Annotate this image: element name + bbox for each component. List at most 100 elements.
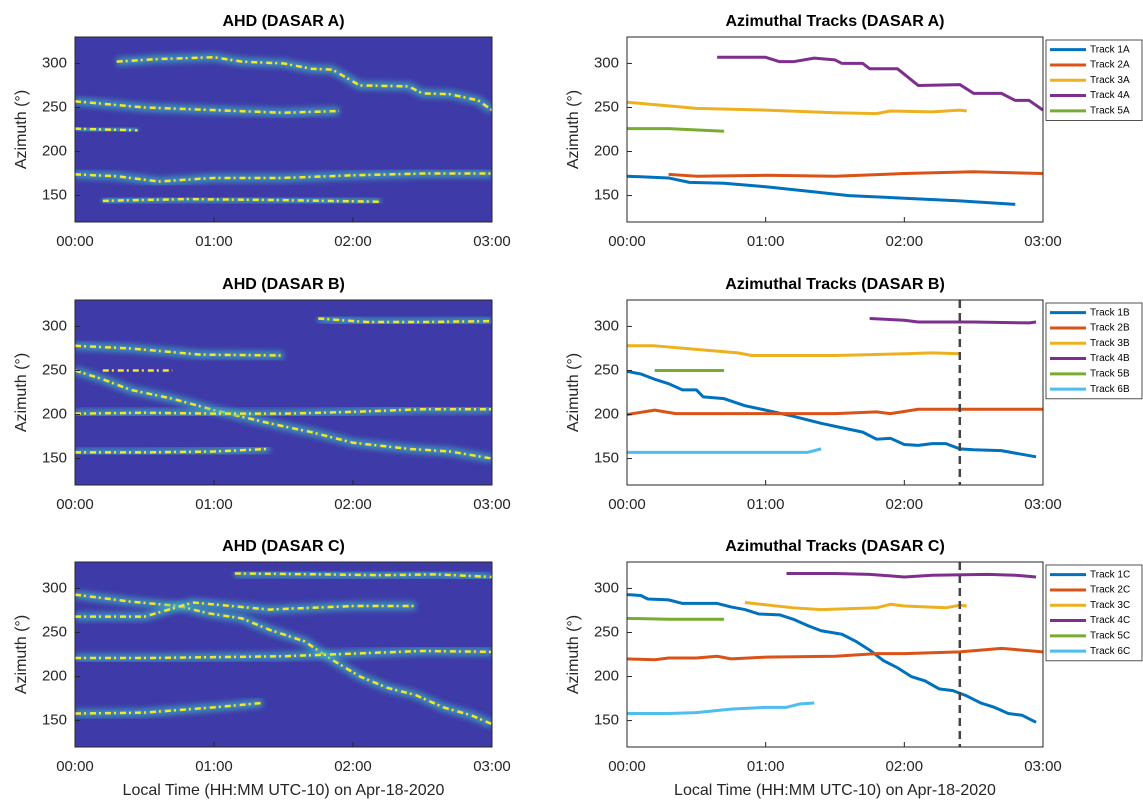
legend-label: Track 4C <box>1090 615 1130 626</box>
x-tick-label: 00:00 <box>608 233 646 250</box>
ridge <box>75 369 492 460</box>
y-tick-label: 250 <box>42 623 67 640</box>
legend-label: Track 5C <box>1090 630 1130 641</box>
legend-label: Track 6B <box>1090 384 1130 395</box>
x-tick-label: 03:00 <box>473 233 511 250</box>
x-axis-label: Local Time (HH:MM UTC-10) on Apr-18-2020 <box>123 782 445 799</box>
y-tick-label: 150 <box>42 450 67 467</box>
ridge <box>75 701 263 715</box>
x-tick-label: 03:00 <box>473 758 511 775</box>
x-tick-label: 00:00 <box>608 758 646 775</box>
x-tick-label: 03:00 <box>1024 496 1062 513</box>
x-tick-label: 02:00 <box>886 758 924 775</box>
legend-label: Track 3B <box>1090 338 1130 349</box>
track-line <box>627 100 967 116</box>
plot-area <box>627 55 1043 206</box>
chart-title: AHD (DASAR B) <box>222 276 345 293</box>
track-line <box>627 407 1043 417</box>
x-tick-label: 02:00 <box>334 758 372 775</box>
y-tick-label: 150 <box>42 187 67 204</box>
y-tick-label: 150 <box>594 712 619 729</box>
y-tick-label: 150 <box>42 712 67 729</box>
legend-label: Track 5A <box>1090 105 1130 116</box>
ridge <box>75 649 492 660</box>
y-tick-label: 300 <box>594 54 619 71</box>
x-tick-label: 03:00 <box>473 496 511 513</box>
y-axis-label: Azimuth (°) <box>13 90 30 169</box>
x-tick-label: 03:00 <box>1024 758 1062 775</box>
plot-area <box>75 314 492 463</box>
axes-box <box>74 299 493 486</box>
y-tick-label: 250 <box>594 623 619 640</box>
x-tick-label: 02:00 <box>886 496 924 513</box>
track-line <box>744 601 967 612</box>
ridge <box>234 572 492 579</box>
x-tick-label: 01:00 <box>747 233 785 250</box>
x-tick-label: 01:00 <box>195 233 233 250</box>
chart-title: Azimuthal Tracks (DASAR A) <box>726 13 945 30</box>
chart-title: AHD (DASAR A) <box>222 13 344 30</box>
track-line <box>627 174 1016 206</box>
y-tick-label: 300 <box>42 317 67 334</box>
y-tick-label: 200 <box>594 142 619 159</box>
plot-area <box>75 569 492 728</box>
y-axis-label: Azimuth (°) <box>565 353 582 432</box>
track-line <box>627 447 822 454</box>
y-tick-label: 250 <box>42 98 67 115</box>
y-axis-label: Azimuth (°) <box>13 615 30 694</box>
ridge <box>116 56 492 112</box>
legend-label: Track 1B <box>1090 307 1130 318</box>
legend-label: Track 3A <box>1090 75 1130 86</box>
plot-area <box>75 53 492 206</box>
ridge <box>75 447 270 454</box>
legend-label: Track 2C <box>1090 585 1130 596</box>
ridge <box>75 100 340 115</box>
y-tick-label: 200 <box>42 142 67 159</box>
y-tick-label: 150 <box>594 187 619 204</box>
chart-title: Azimuthal Tracks (DASAR C) <box>725 538 945 555</box>
x-tick-label: 01:00 <box>747 758 785 775</box>
legend-label: Track 3C <box>1090 600 1130 611</box>
y-tick-label: 300 <box>594 579 619 596</box>
legend-label: Track 2B <box>1090 323 1130 334</box>
track-line <box>627 646 1043 662</box>
legend-box <box>1045 302 1143 400</box>
y-tick-label: 250 <box>42 361 67 378</box>
legend-label: Track 5B <box>1090 368 1130 379</box>
x-tick-label: 02:00 <box>334 233 372 250</box>
y-tick-label: 200 <box>42 405 67 422</box>
plot-area <box>627 571 1043 724</box>
y-tick-label: 300 <box>42 579 67 596</box>
y-axis-label: Azimuth (°) <box>565 90 582 169</box>
ridge <box>75 407 492 415</box>
y-axis-label: Azimuth (°) <box>565 615 582 694</box>
legend-label: Track 1A <box>1090 44 1130 55</box>
ridge <box>102 197 381 203</box>
track-line <box>627 344 960 357</box>
track-line <box>627 701 815 716</box>
ridge <box>75 172 492 183</box>
chart-title: Azimuthal Tracks (DASAR B) <box>725 276 945 293</box>
legend-label: Track 4A <box>1090 90 1130 101</box>
x-tick-label: 00:00 <box>56 233 94 250</box>
legend-label: Track 2A <box>1090 60 1130 71</box>
axes-box <box>74 36 493 223</box>
plot-area <box>627 317 1043 459</box>
track-line <box>627 127 725 133</box>
y-axis-label: Azimuth (°) <box>13 353 30 432</box>
track-line <box>668 170 1043 178</box>
track-line <box>627 616 725 621</box>
x-tick-label: 01:00 <box>747 496 785 513</box>
track-line <box>627 369 1037 459</box>
x-tick-label: 00:00 <box>56 496 94 513</box>
axes-box <box>626 299 1044 486</box>
track-line <box>627 593 1037 724</box>
axes-box <box>626 561 1044 748</box>
y-tick-label: 250 <box>594 98 619 115</box>
axes-box <box>626 36 1044 223</box>
y-tick-label: 300 <box>594 317 619 334</box>
ridge <box>75 344 284 357</box>
heatmap-background <box>75 37 492 222</box>
ridge <box>75 601 416 618</box>
